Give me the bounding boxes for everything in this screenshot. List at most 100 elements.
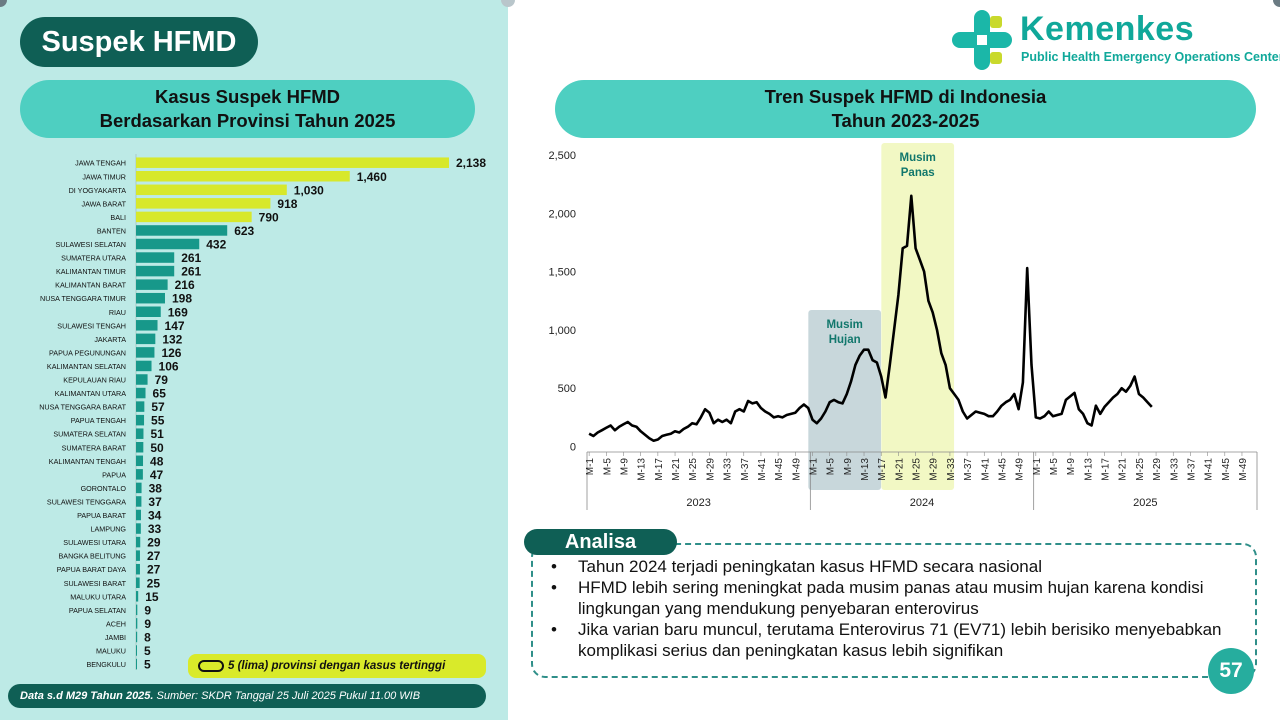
province-value: 65 [153, 387, 167, 401]
province-bar [136, 577, 140, 588]
province-bar [136, 279, 168, 290]
week-tick-label: M-45 [774, 458, 785, 481]
province-label: KEPULAUAN RIAU [63, 376, 126, 385]
province-bar [136, 482, 142, 494]
province-value: 132 [162, 332, 182, 346]
province-label: NUSA TENGGARA BARAT [39, 403, 126, 412]
province-bar [136, 225, 228, 236]
bar-chart-heading-line2: Berdasarkan Provinsi Tahun 2025 [99, 110, 396, 131]
analisa-list: Tahun 2024 terjadi peningkatan kasus HFM… [548, 556, 1238, 661]
week-tick-label: M-21 [671, 458, 682, 481]
trend-line-chart: Musim Hujan Musim Panas 0 500 1,000 1,500 2,000 2… [548, 143, 1258, 510]
province-value: 57 [151, 400, 165, 414]
province-value: 55 [151, 414, 165, 428]
week-tick-label: M-41 [980, 458, 991, 481]
page-number: 57 [1208, 648, 1254, 694]
province-label: SUMATERA UTARA [61, 254, 126, 263]
bar-chart-heading: Kasus Suspek HFMD Berdasarkan Provinsi T… [20, 80, 475, 138]
week-tick-label: M-5 [602, 458, 613, 476]
province-bar [136, 211, 252, 223]
musim-hujan-label: Hujan [829, 334, 861, 346]
week-tick-label: M-25 [1135, 458, 1146, 481]
province-label: RIAU [109, 308, 126, 317]
province-label: PAPUA BARAT [77, 511, 126, 520]
y-tick-label: 500 [558, 383, 576, 395]
province-label: PAPUA BARAT DAYA [57, 565, 126, 574]
week-tick-label: M-25 [912, 458, 923, 481]
week-tick-label: M-49 [1238, 458, 1249, 481]
province-value: 106 [159, 359, 179, 373]
province-value: 623 [234, 224, 254, 238]
week-tick-label: M-49 [791, 458, 802, 481]
week-tick-label: M-17 [877, 458, 888, 481]
province-label: BALI [110, 213, 126, 222]
province-label: PAPUA PEGUNUNGAN [49, 348, 126, 357]
analisa-label: Analisa [524, 529, 677, 555]
year-label: 2023 [686, 497, 710, 509]
province-bar [136, 563, 140, 575]
week-tick-label: M-41 [1204, 458, 1215, 481]
province-value: 25 [147, 576, 161, 590]
province-bar [136, 536, 141, 548]
week-tick-label: M-41 [757, 458, 768, 481]
y-tick-label: 2,500 [548, 150, 576, 162]
province-label: MALUKU [96, 647, 126, 656]
province-label: DI YOGYAKARTA [69, 186, 127, 195]
province-value: 198 [172, 292, 192, 306]
province-bar [136, 347, 155, 358]
province-bar [136, 401, 145, 412]
province-bar [136, 523, 141, 534]
province-value: 432 [206, 238, 226, 252]
week-tick-label: M-9 [843, 458, 854, 476]
legend-text: 5 (lima) provinsi dengan kasus tertinggi [228, 660, 446, 672]
province-bar [136, 320, 158, 331]
province-value: 216 [175, 278, 195, 292]
analisa-bullet: HFMD lebih sering meningkat pada musim p… [548, 577, 1238, 619]
province-bar [136, 360, 152, 372]
province-value: 50 [150, 441, 164, 455]
province-value: 27 [147, 563, 161, 577]
week-tick-label: M-37 [740, 458, 751, 481]
province-bar [136, 387, 146, 399]
province-value: 27 [147, 549, 161, 563]
province-label: JAWA BARAT [82, 199, 127, 208]
province-label: KALIMANTAN SELATAN [47, 362, 126, 371]
province-bar [136, 455, 144, 467]
week-tick-label: M-37 [963, 458, 974, 481]
y-tick-label: 1,500 [548, 267, 576, 279]
province-value: 790 [259, 210, 279, 224]
province-value: 147 [165, 319, 185, 333]
province-label: KALIMANTAN UTARA [55, 389, 126, 398]
corner-dot [1273, 0, 1280, 7]
province-bar [136, 442, 144, 453]
analisa-box [531, 543, 1257, 678]
province-label: PAPUA [102, 470, 126, 479]
province-bar [136, 604, 138, 616]
kemenkes-emblem-icon [952, 10, 1012, 70]
line-chart-heading: Tren Suspek HFMD di Indonesia Tahun 2023… [555, 80, 1256, 138]
corner-dot [0, 0, 7, 7]
week-tick-label: M-5 [826, 458, 837, 476]
line-chart-heading-line2: Tahun 2023-2025 [831, 110, 980, 131]
trend-series-line [588, 194, 1153, 443]
province-label: GORONTALO [81, 484, 127, 493]
week-tick-label: M-33 [1169, 458, 1180, 481]
corner-dot [501, 0, 515, 7]
province-label: BENGKULU [86, 660, 126, 669]
province-label: SULAWESI TENGAH [57, 321, 126, 330]
province-value: 261 [181, 251, 201, 265]
week-tick-label: M-25 [688, 458, 699, 481]
footnote-source: Sumber: SKDR Tanggal 25 Juli 2025 Pukul … [153, 690, 421, 702]
province-label: JAKARTA [94, 335, 126, 344]
province-value: 79 [155, 373, 169, 387]
province-bar [136, 333, 156, 345]
province-value: 261 [181, 265, 201, 279]
footnote: Data s.d M29 Tahun 2025. Sumber: SKDR Ta… [8, 684, 486, 708]
province-bar [136, 631, 138, 643]
province-label: KALIMANTAN TENGAH [49, 457, 126, 466]
province-label: PAPUA TENGAH [71, 416, 126, 425]
week-tick-label: M-29 [705, 458, 716, 481]
province-value: 8 [144, 630, 151, 644]
week-tick-label: M-1 [808, 458, 819, 476]
province-label: JAWA TIMUR [82, 172, 126, 181]
